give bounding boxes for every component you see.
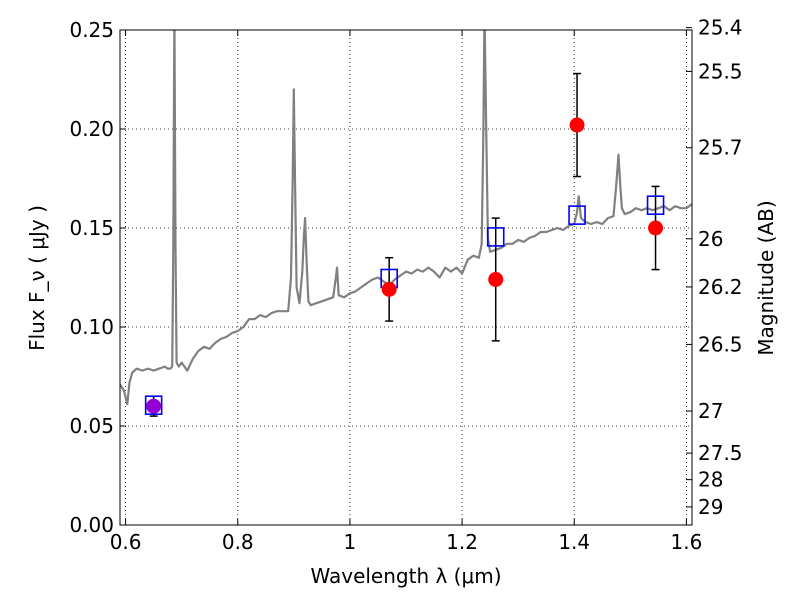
spectrum-line [120, 30, 692, 406]
observed-circle-marker [488, 271, 504, 287]
x-axis-label: Wavelength λ (μm) [310, 564, 501, 588]
x-tick-label: 1.2 [446, 530, 478, 554]
y-tick-label: 0.10 [69, 315, 114, 339]
model-square-marker [568, 205, 586, 225]
y2-tick-label: 28 [698, 468, 723, 492]
y-tick-label: 0.15 [69, 216, 114, 240]
x-tick-label: 1 [344, 530, 357, 554]
observed-circle-marker [648, 220, 664, 236]
y-tick-label: 0.25 [69, 18, 114, 42]
y-tick-label: 0.05 [69, 414, 114, 438]
observed-circle-marker [569, 117, 585, 133]
y2-tick-label: 27.5 [698, 441, 743, 465]
model-square-marker [486, 227, 505, 247]
data-markers [144, 117, 665, 416]
y2-tick-label: 25.4 [698, 16, 743, 40]
y-tick-label: 0.20 [69, 117, 114, 141]
observed-circle-marker [381, 281, 397, 297]
y2-tick-label: 29 [698, 495, 723, 519]
y2-tick-label: 27 [698, 399, 723, 423]
plot-frame [119, 29, 693, 526]
y-tick-label: 0.00 [69, 513, 114, 537]
x-tick-label: 0.6 [110, 530, 142, 554]
x-tick-label: 1.6 [670, 530, 702, 554]
y2-tick-label: 25.5 [698, 59, 743, 83]
model-square-marker [144, 395, 163, 416]
y2-tick-label: 25.7 [698, 136, 743, 160]
y2-tick-label: 26 [698, 227, 723, 251]
y2-tick-label: 26.2 [698, 275, 743, 299]
axis-ticks: 0.6 0.8 1 1.2 1.4 1.6 0.00 0.05 0.10 0.15 0.20 0.25… [69, 16, 742, 554]
x-tick-label: 0.8 [222, 530, 254, 554]
model-square-marker [646, 195, 665, 216]
y2-tick-label: 26.5 [698, 332, 743, 356]
y-axis-label: Flux F_ν ( μJy ) [25, 205, 49, 351]
observed-circle-marker [146, 398, 162, 414]
spectrum-series [120, 30, 692, 406]
grid-lines [120, 29, 692, 526]
y2-axis-label: Magnitude (AB) [754, 200, 778, 355]
x-tick-label: 1.4 [558, 530, 590, 554]
